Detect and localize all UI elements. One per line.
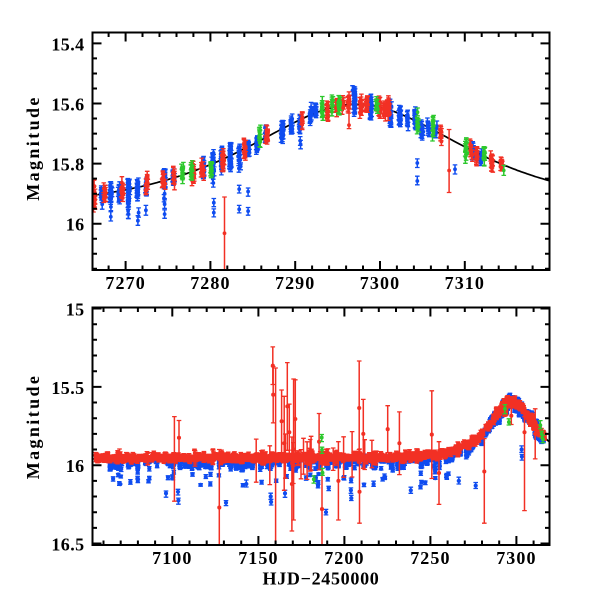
svg-text:15.4: 15.4 (51, 34, 84, 54)
svg-text:7150: 7150 (238, 548, 278, 568)
svg-text:HJD−2450000: HJD−2450000 (263, 569, 380, 589)
svg-text:7310: 7310 (445, 273, 485, 293)
svg-text:15.5: 15.5 (51, 378, 84, 398)
svg-text:16.5: 16.5 (51, 535, 84, 555)
svg-text:7100: 7100 (152, 548, 192, 568)
svg-text:7300: 7300 (496, 548, 536, 568)
svg-text:Magnitude: Magnitude (23, 374, 43, 480)
svg-text:7300: 7300 (360, 273, 400, 293)
svg-text:7290: 7290 (275, 273, 315, 293)
svg-text:7200: 7200 (324, 548, 364, 568)
svg-text:15: 15 (66, 300, 85, 320)
svg-text:16: 16 (66, 456, 85, 476)
svg-text:15.8: 15.8 (51, 155, 84, 175)
svg-text:16: 16 (66, 215, 85, 235)
svg-text:7250: 7250 (410, 548, 450, 568)
svg-text:7280: 7280 (190, 273, 230, 293)
svg-text:Magnitude: Magnitude (23, 95, 43, 201)
svg-text:15.6: 15.6 (51, 95, 84, 115)
svg-text:7270: 7270 (105, 273, 145, 293)
